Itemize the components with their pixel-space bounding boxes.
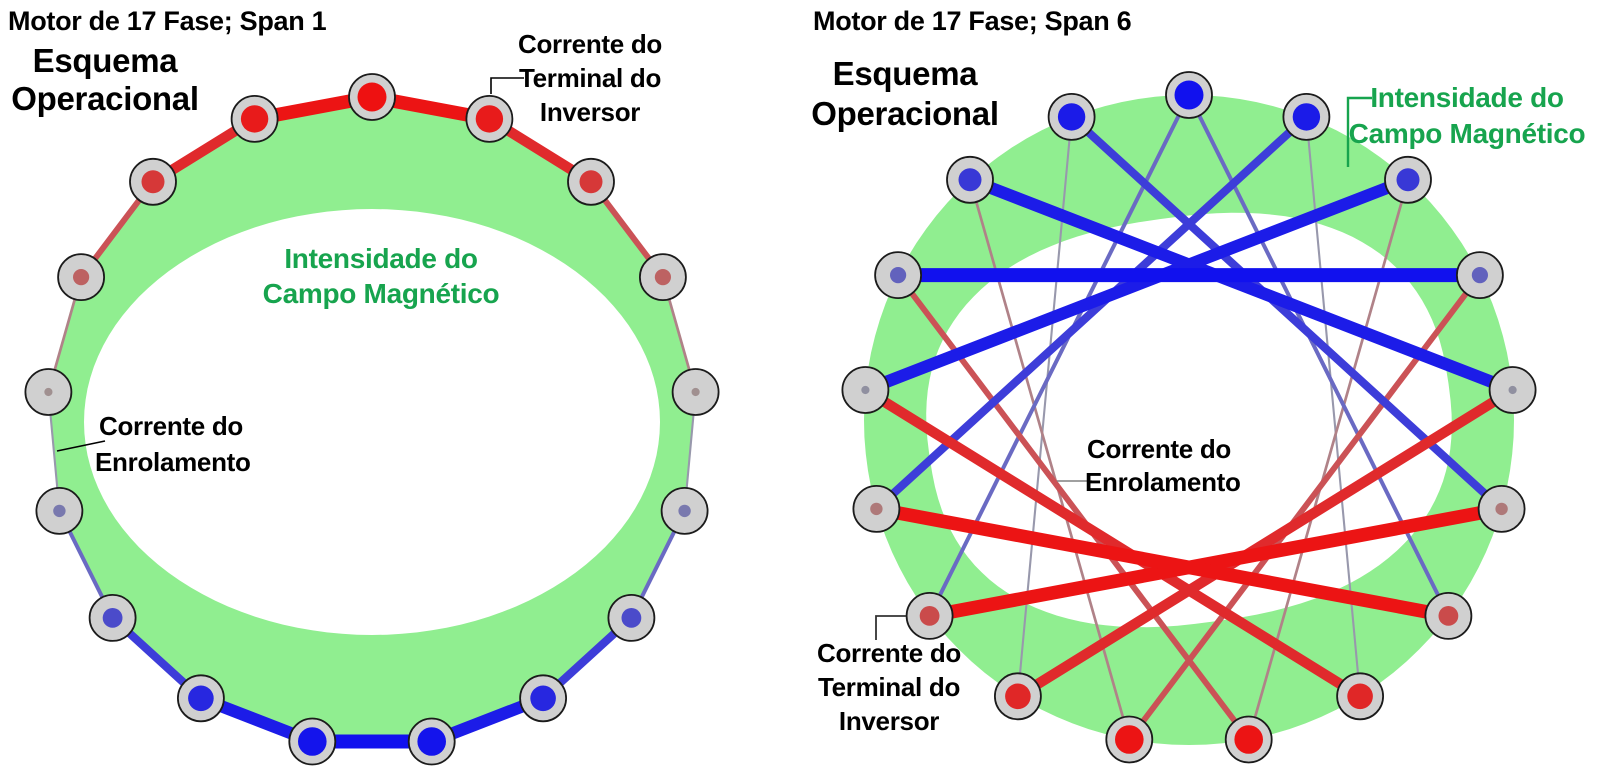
terminal-current-dot bbox=[870, 502, 883, 516]
label-line-2: Campo Magnético bbox=[1348, 118, 1586, 149]
left-winding-current-label: Corrente do Enrolamento bbox=[95, 408, 251, 480]
right-diagram-subtitle: Esquema Operacional bbox=[800, 54, 1010, 134]
terminal-current-dot bbox=[861, 385, 870, 395]
terminal-current-dot bbox=[1234, 725, 1263, 754]
winding-chord bbox=[869, 502, 1456, 623]
terminal-current-dot bbox=[579, 170, 603, 194]
field-label-pointer-line bbox=[1346, 96, 1372, 167]
winding-label-pointer-line bbox=[56, 440, 106, 452]
subtitle-line-1: Esquema bbox=[832, 55, 978, 92]
terminal-current-dot bbox=[1115, 725, 1144, 754]
subtitle-line-2: Operacional bbox=[811, 95, 999, 132]
label-line-2: Terminal do bbox=[518, 63, 662, 93]
terminal-current-dot bbox=[1057, 103, 1086, 131]
motor-diagram-span1 bbox=[24, 73, 720, 766]
inverter-label-pointer-line bbox=[490, 77, 524, 94]
winding-chord bbox=[859, 173, 1415, 397]
terminal-current-dot bbox=[298, 727, 327, 756]
terminal-current-dot bbox=[1438, 606, 1459, 626]
label-line-1: Corrente do bbox=[98, 411, 244, 441]
label-line-2: Enrolamento bbox=[1085, 467, 1241, 497]
label-line-3: Inversor bbox=[539, 97, 641, 127]
inverter-label-pointer-line bbox=[875, 615, 906, 640]
left-inverter-current-label: Corrente do Terminal do Inversor bbox=[505, 27, 675, 129]
subtitle-line-2: Operacional bbox=[11, 80, 199, 117]
winding-chord bbox=[963, 173, 1519, 397]
terminal-current-dot bbox=[357, 82, 387, 112]
winding-chord bbox=[922, 502, 1509, 623]
terminal-current-dot bbox=[919, 606, 940, 626]
terminal-current-dot bbox=[958, 168, 982, 192]
label-line-3: Inversor bbox=[838, 706, 940, 736]
label-line-1: Corrente do bbox=[517, 29, 663, 59]
right-winding-current-label: Corrente do Enrolamento bbox=[1085, 433, 1241, 499]
subtitle-line-1: Esquema bbox=[32, 42, 178, 79]
terminal-current-dot bbox=[691, 387, 700, 397]
terminal-current-dot bbox=[1495, 502, 1508, 516]
terminal-current-dot bbox=[530, 685, 556, 712]
terminal-current-dot bbox=[678, 504, 691, 518]
terminal-current-dot bbox=[621, 608, 642, 628]
terminal-current-dot bbox=[102, 608, 123, 628]
right-diagram-title: Motor de 17 Fase; Span 6 bbox=[813, 6, 1132, 36]
left-diagram-subtitle: Esquema Operacional bbox=[5, 42, 205, 118]
terminal-current-dot bbox=[73, 269, 90, 286]
label-line-1: Intensidade do bbox=[284, 243, 478, 274]
winding-chord bbox=[1012, 384, 1518, 702]
terminal-current-dot bbox=[44, 387, 53, 397]
left-field-intensity-label: Intensidade do Campo Magnético bbox=[261, 241, 501, 311]
terminal-current-dot bbox=[141, 170, 165, 194]
terminal-current-dot bbox=[53, 504, 66, 518]
terminal-current-dot bbox=[1508, 385, 1517, 395]
right-field-intensity-label: Intensidade do Campo Magnético bbox=[1347, 80, 1587, 152]
label-line-1: Intensidade do bbox=[1370, 82, 1564, 113]
label-line-2: Terminal do bbox=[817, 672, 961, 702]
label-line-2: Enrolamento bbox=[95, 447, 251, 477]
terminal-current-dot bbox=[475, 105, 504, 133]
terminal-current-dot bbox=[240, 105, 269, 133]
motor-diagram-span6 bbox=[841, 71, 1537, 764]
winding-chord bbox=[860, 384, 1366, 702]
terminal-current-dot bbox=[654, 269, 672, 286]
terminal-current-dot bbox=[1396, 168, 1420, 192]
terminal-current-dot bbox=[1471, 267, 1488, 284]
left-diagram-title: Motor de 17 Fase; Span 1 bbox=[8, 6, 327, 36]
terminal-current-dot bbox=[417, 727, 447, 756]
terminal-current-dot bbox=[1292, 103, 1321, 131]
field-intensity-ring bbox=[864, 95, 1514, 745]
terminal-current-dot bbox=[1347, 683, 1373, 710]
terminal-current-dot bbox=[890, 267, 907, 284]
label-line-1: Corrente do bbox=[1086, 434, 1232, 464]
terminal-current-dot bbox=[1005, 683, 1031, 710]
terminal-current-dot bbox=[188, 685, 214, 712]
terminal-current-dot bbox=[1174, 80, 1204, 110]
label-line-2: Campo Magnético bbox=[262, 278, 500, 309]
label-line-1: Corrente do bbox=[816, 638, 962, 668]
right-inverter-current-label: Corrente do Terminal do Inversor bbox=[813, 636, 965, 738]
